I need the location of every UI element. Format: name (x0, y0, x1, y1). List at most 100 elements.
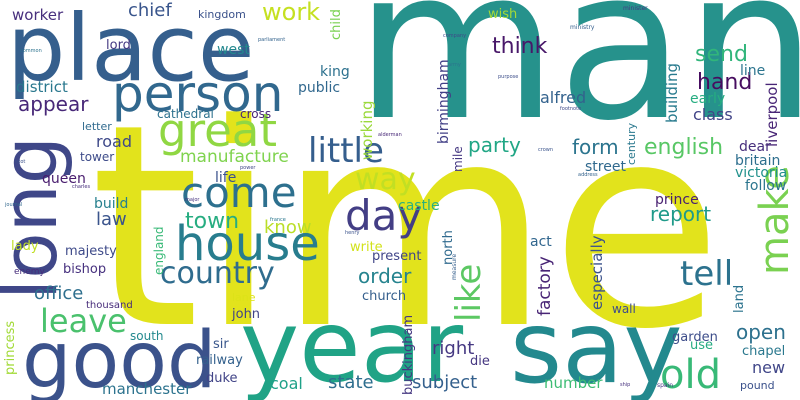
word-sir: sir (213, 337, 229, 352)
word-crown: crown (538, 147, 554, 153)
word-mile: mile (451, 146, 465, 172)
word-cathedral: cathedral (157, 107, 214, 121)
word-address: address (578, 172, 598, 178)
word-town: town (185, 209, 240, 234)
word-use: use (690, 338, 714, 353)
word-building: building (663, 62, 681, 123)
word-scot: scot (15, 159, 26, 165)
word-write: write (350, 240, 383, 255)
word-road: road (96, 132, 132, 151)
word-office: office (34, 283, 84, 304)
word-manufacture: manufacture (180, 147, 289, 167)
word-day: day (345, 191, 423, 240)
word-especially: especially (588, 235, 606, 310)
word-john: john (232, 307, 261, 322)
word-law: law (96, 209, 127, 230)
word-house: house (175, 216, 320, 272)
word-kingdom: kingdom (198, 8, 246, 21)
word-know: know (264, 217, 312, 238)
word-new: new (752, 358, 786, 377)
word-majesty: majesty (65, 244, 117, 259)
word-factory: factory (535, 256, 555, 316)
word-cross: cross (240, 107, 272, 121)
word-alderman: alderman (378, 132, 402, 138)
word-form: form (572, 135, 619, 159)
word-hand: hand (697, 70, 753, 95)
word-appear: appear (18, 92, 89, 116)
word-manchester: manchester (102, 380, 192, 398)
word-century: century (625, 122, 638, 165)
word-district: district (16, 78, 68, 96)
word-britain: britain (735, 153, 781, 169)
word-garden: garden (672, 330, 718, 345)
word-act: act (530, 234, 552, 250)
word-english: english (644, 135, 724, 160)
word-buckingham: buckingham (401, 314, 416, 395)
word-purpose: purpose (498, 74, 519, 80)
word-old: old (660, 352, 721, 398)
word-company: company (443, 33, 467, 39)
word-west: west (217, 42, 250, 58)
word-line: line (740, 63, 766, 79)
word-lord: lord (106, 38, 131, 53)
word-pound: pound (740, 379, 775, 392)
word-work: work (262, 0, 321, 26)
word-tower: tower (80, 150, 115, 164)
word-worker: worker (12, 6, 64, 24)
word-person: person (112, 65, 284, 123)
word-man: man (355, 0, 800, 167)
word-enemy: enemy (14, 267, 45, 277)
word-bishop: bishop (63, 262, 107, 277)
word-journal: journal (5, 202, 23, 208)
word-liverpool: liverpool (763, 82, 781, 147)
word-time: time (90, 65, 723, 391)
word-working: working (358, 100, 376, 161)
word-ship: ship (620, 382, 631, 388)
word-england: england (152, 226, 166, 275)
word-die: die (470, 354, 490, 369)
word-place: place (7, 0, 255, 102)
word-duke: duke (206, 371, 238, 386)
word-order: order (358, 264, 412, 288)
word-open: open (736, 320, 786, 344)
word-way: way (355, 162, 416, 197)
word-princess: princess (3, 320, 18, 375)
word-wall: wall (612, 302, 636, 316)
word-state: state (328, 372, 374, 393)
word-chapel: chapel (742, 344, 786, 359)
word-wish: wish (488, 7, 518, 22)
word-letter: letter (82, 120, 112, 133)
word-church: church (362, 289, 407, 304)
word-right: right (432, 338, 475, 359)
word-present: present (372, 249, 422, 264)
word-build: build (94, 196, 129, 212)
word-alfred: alfred (540, 88, 587, 107)
word-prince: prince (655, 192, 699, 208)
word-footnote: footnote (560, 106, 582, 112)
word-coal: coal (270, 374, 303, 393)
word-life: life (215, 170, 237, 186)
word-lane: lane (232, 291, 256, 304)
word-land: land (732, 284, 747, 313)
word-castle: castle (398, 198, 440, 214)
word-little: little (308, 131, 384, 171)
word-send: send (695, 42, 748, 67)
word-dear: dear (739, 139, 771, 155)
word-follow: follow (745, 178, 787, 194)
word-say: say (510, 289, 683, 400)
word-south: south (130, 329, 164, 343)
word-chief: chief (128, 0, 172, 21)
word-good: good (22, 316, 217, 400)
word-thousand: thousand (86, 300, 133, 311)
word-common: common (20, 48, 42, 54)
word-army: army (448, 62, 461, 68)
word-ministry: ministry (570, 24, 595, 31)
word-year: year (240, 288, 464, 400)
word-minister: minister (623, 5, 648, 12)
word-great: great (158, 104, 277, 157)
word-class: class (693, 105, 733, 124)
word-power: power (240, 165, 256, 171)
word-come: come (181, 168, 297, 217)
word-measure: measure (451, 253, 458, 280)
word-lady: lady (11, 239, 39, 254)
